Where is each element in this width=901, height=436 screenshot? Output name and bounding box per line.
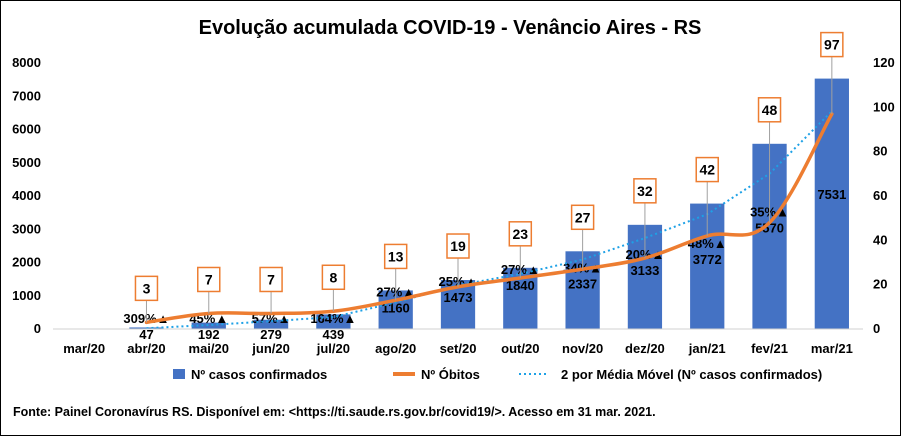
x-tick-label: mar/20 [63,341,105,356]
bar-data-label: 2337 [568,277,597,292]
right-tick-label: 80 [873,144,887,159]
x-tick-label: mai/20 [189,341,229,356]
deaths-label-box [820,31,844,58]
deaths-data-label: 7 [205,271,213,287]
trendline-series [146,110,833,330]
x-tick-label: mar/21 [811,341,853,356]
legend-label-deaths: Nº Óbitos [421,367,480,382]
bar-data-label: 1473 [444,290,473,305]
deaths-data-label: 42 [699,162,715,178]
x-tick-label: jul/20 [316,341,350,356]
moving-average-line [146,110,833,330]
legend-swatch-cases [173,369,185,379]
left-tick-label: 5000 [12,155,41,170]
left-tick-label: 6000 [12,122,41,137]
bar-data-label: 279 [260,327,282,342]
bar [191,322,226,329]
deaths-label-box [259,266,283,293]
deaths-data-label: 27 [575,209,591,225]
right-tick-label: 60 [873,188,887,203]
bar [316,314,351,329]
chart-title: Evolução acumulada COVID-19 - Venâncio A… [199,17,702,39]
x-tick-label: abr/20 [127,341,165,356]
x-tick-label: jan/21 [688,341,726,356]
deaths-label-box [508,221,533,247]
left-tick-label: 3000 [12,221,41,236]
right-tick-label: 40 [873,232,887,247]
left-tick-label: 4000 [12,188,41,203]
deaths-data-label: 13 [388,248,404,264]
x-axis: mar/20 abr/20 mai/20 jun/20 jul/20 ago/20 set/… [53,328,863,356]
bar [814,78,849,329]
x-tick-label: out/20 [501,341,539,356]
bar-data-label: 1840 [506,278,535,293]
bar-data-label: 3772 [693,252,722,267]
left-tick-label: 2000 [12,255,41,270]
bar-data-label: 3133 [630,263,659,278]
left-tick-label: 8000 [12,55,41,70]
left-tick-label: 0 [34,321,41,336]
deaths-data-label: 7 [267,271,275,287]
legend-label-trend: 2 por Média Móvel (Nº casos confirmados) [561,367,822,382]
x-tick-label: fev/21 [751,341,788,356]
bar [253,319,289,329]
right-tick-label: 0 [873,321,880,336]
bar-data-label: 47 [139,327,153,342]
deaths-label-box [197,266,221,293]
growth-label: 48%▲ [688,236,727,251]
x-tick-label: ago/20 [375,341,416,356]
bar-data-label: 439 [323,327,345,342]
right-tick-label: 20 [873,277,887,292]
deaths-label-box [757,97,782,123]
right-tick-label: 120 [873,55,895,70]
x-tick-label: dez/20 [625,341,665,356]
legend: Nº casos confirmados Nº Óbitos 2 por Média… [173,367,822,382]
deaths-label-box [321,264,346,291]
bar-data-label: 192 [198,327,220,342]
deaths-label-box [633,178,657,204]
deaths-data-label: 19 [450,238,466,254]
x-tick-label: set/20 [440,341,477,356]
left-tick-label: 1000 [12,288,41,303]
x-tick-label: nov/20 [562,341,603,356]
deaths-label-box [383,243,408,270]
deaths-data-label: 3 [143,280,151,296]
deaths-label-box [134,275,159,302]
bar-data-label: 5570 [755,221,784,236]
bar-data-label: 1160 [382,300,410,315]
left-axis: 0 1000 2000 3000 4000 5000 6000 7000 8000 [12,55,41,336]
deaths-label-box [570,204,595,231]
deaths-series: 3 7 7 8 13 19 23 27 32 42 48 97 [134,31,844,325]
deaths-data-label: 48 [762,102,778,118]
legend-label-cases: Nº casos confirmados [191,367,327,382]
deaths-data-label: 8 [329,269,337,285]
right-axis: 0 20 40 60 80 100 120 [873,55,895,336]
source-note: Fonte: Painel Coronavírus RS. Disponível… [13,405,656,419]
right-tick-label: 100 [873,99,895,114]
bar-data-label: 7531 [817,187,846,202]
deaths-data-label: 97 [824,37,840,53]
deaths-data-label: 23 [513,226,529,242]
deaths-line [144,112,834,325]
left-tick-label: 7000 [12,88,41,103]
deaths-label-box [695,156,719,183]
deaths-data-label: 32 [637,183,653,199]
growth-label: 164%▲ [310,311,356,326]
deaths-label-box [446,233,470,259]
x-tick-label: jun/20 [251,341,290,356]
